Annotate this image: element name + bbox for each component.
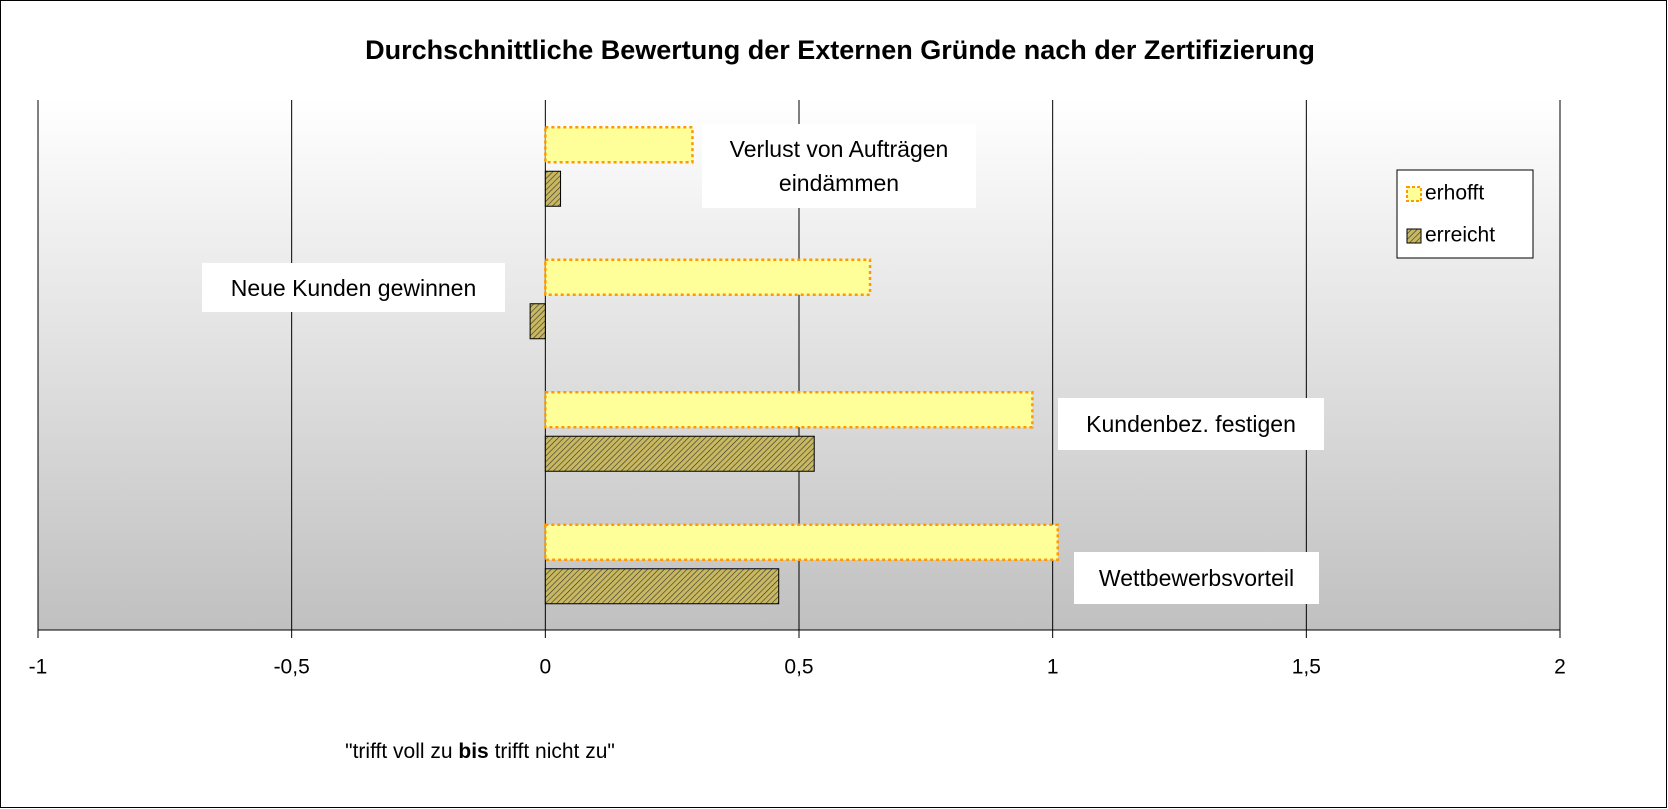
x-axis-label: "trifft voll zu bis trifft nicht zu" (345, 740, 615, 763)
bar (529, 303, 546, 340)
category-label: Verlust von Aufträgen eindämmen (702, 124, 976, 208)
x-axis-label-part: bis (458, 740, 488, 763)
bar (544, 568, 780, 605)
bar (544, 523, 1059, 561)
category-label: Wettbewerbsvorteil (1074, 552, 1319, 604)
legend-label: erreicht (1425, 224, 1495, 247)
x-axis-label-part: trifft nicht zu" (489, 740, 615, 763)
chart-title: Durchschnittliche Bewertung der Externen… (365, 35, 1315, 65)
x-tick-label: -0,5 (274, 656, 310, 679)
category-label: Neue Kunden gewinnen (202, 263, 505, 312)
x-tick-label: -1 (29, 656, 48, 679)
legend-swatch (1406, 186, 1422, 202)
bar (544, 126, 694, 164)
legend-label: erhofft (1425, 182, 1484, 205)
x-axis-label-part: "trifft voll zu (345, 740, 458, 763)
bar (544, 170, 562, 207)
category-label: Kundenbez. festigen (1058, 398, 1324, 450)
x-tick-label: 0,5 (784, 656, 813, 679)
legend-swatch (1406, 228, 1422, 244)
x-tick-label: 1 (1047, 656, 1059, 679)
x-tick-label: 2 (1554, 656, 1566, 679)
bar (544, 391, 1034, 429)
bar (544, 258, 872, 296)
x-tick-label: 0 (539, 656, 551, 679)
bar (544, 435, 815, 472)
x-tick-label: 1,5 (1292, 656, 1321, 679)
